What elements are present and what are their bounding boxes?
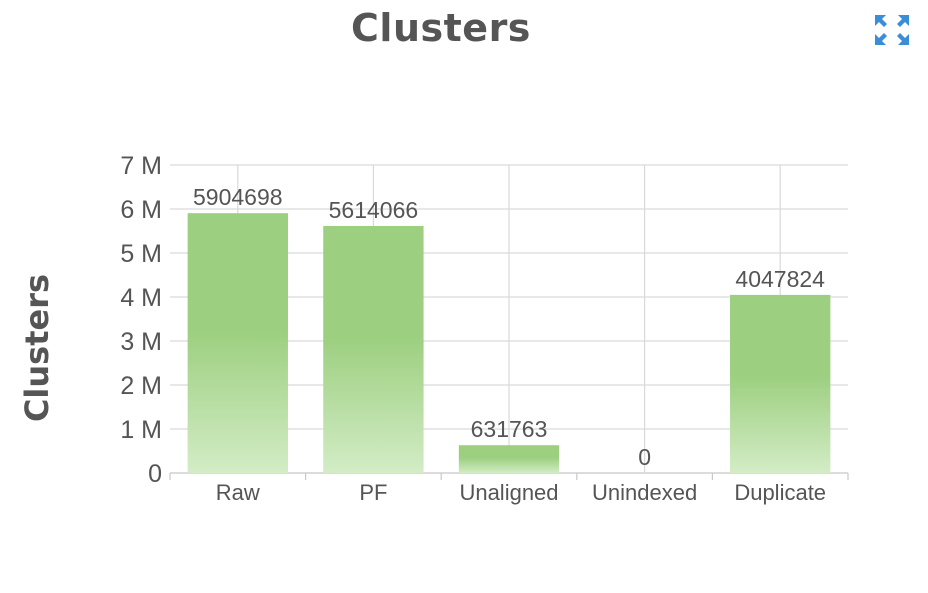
x-tick-label: Unaligned (459, 480, 558, 505)
expand-button[interactable] (872, 12, 912, 48)
x-tick-label: PF (359, 480, 387, 505)
bars (187, 213, 831, 473)
expand-arrows-icon (875, 15, 909, 45)
data-label: 5904698 (193, 184, 283, 210)
y-tick-label: 2 M (120, 372, 162, 400)
y-tick-label: 5 M (120, 240, 162, 268)
x-tick-label: Unindexed (592, 480, 697, 505)
data-label: 5614066 (329, 197, 419, 223)
x-tick-label: Duplicate (734, 480, 826, 505)
y-tick-label: 4 M (120, 284, 162, 312)
labels: 0 1 M 2 M 3 M 4 M 5 M 6 M 7 M 5904698 Raw 5614066 P… (120, 152, 826, 505)
data-label: 631763 (471, 416, 548, 442)
bar-pf[interactable] (323, 225, 424, 473)
y-tick-label: 3 M (120, 328, 162, 356)
bar-unaligned[interactable] (458, 445, 560, 473)
data-label: 4047824 (735, 266, 825, 292)
data-label: 0 (638, 444, 651, 470)
y-tick-label: 0 (148, 460, 162, 488)
bar-raw[interactable] (187, 213, 288, 473)
y-axis-label: Clusters (18, 274, 56, 422)
y-tick-label: 7 M (120, 152, 162, 180)
x-tick-label: Raw (216, 480, 260, 505)
y-tick-label: 1 M (120, 416, 162, 444)
y-tick-label: 6 M (120, 196, 162, 224)
chart-title: Clusters (351, 6, 531, 50)
bar-duplicate[interactable] (730, 294, 831, 473)
